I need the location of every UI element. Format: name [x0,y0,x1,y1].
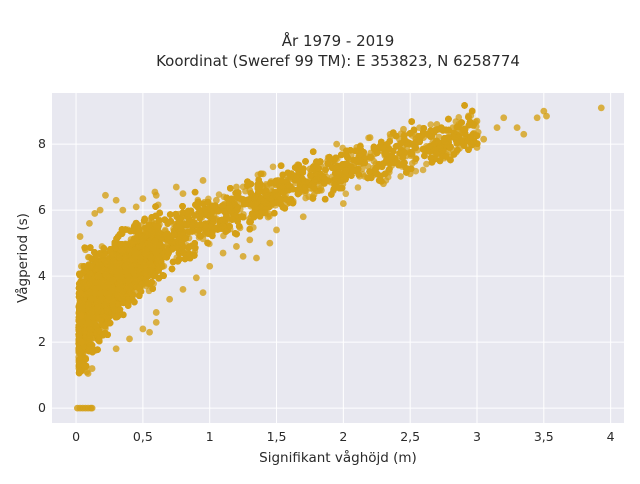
data-point [420,167,427,174]
data-point [355,184,362,191]
data-point [423,161,430,168]
data-point [397,173,404,180]
data-point [270,163,277,170]
data-point [427,121,434,128]
chart-title-line1: År 1979 - 2019 [282,31,395,50]
chart-title-line2: Koordinat (Sweref 99 TM): E 353823, N 62… [156,52,520,70]
data-point [342,190,349,197]
data-point [302,195,309,202]
